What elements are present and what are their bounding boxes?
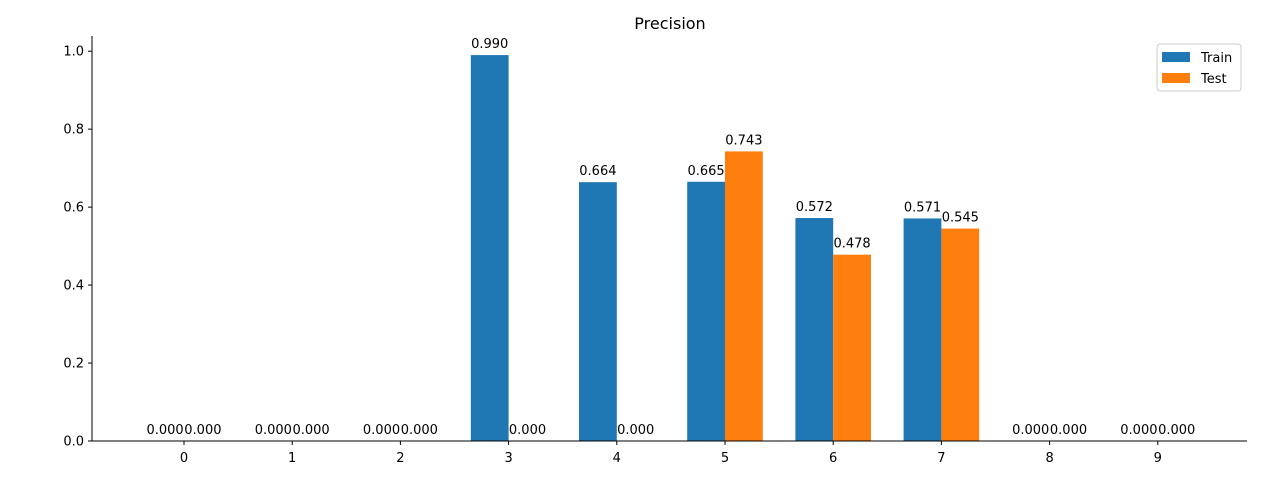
data-label-train-5: 0.665 (687, 164, 724, 179)
data-label-train-0: 0.000 (146, 423, 183, 438)
data-label-train-2: 0.000 (363, 423, 400, 438)
y-tick-label: 0.4 (63, 279, 84, 294)
data-label-train-1: 0.000 (255, 423, 292, 438)
axes-layer: 0.0 0.2 0.4 0.6 0.8 1.0 0 1 2 3 4 5 6 7 8 9 (63, 36, 1247, 466)
data-label-train-9: 0.000 (1120, 423, 1157, 438)
data-label-test-1: 0.000 (292, 423, 329, 438)
legend-swatch-train (1162, 52, 1190, 62)
data-label-test-8: 0.000 (1050, 423, 1087, 438)
data-label-train-6: 0.572 (796, 200, 833, 215)
x-tick-label: 7 (937, 451, 945, 466)
x-tick-label: 1 (288, 451, 296, 466)
data-label-test-9: 0.000 (1158, 423, 1195, 438)
y-tick-label: 0.6 (63, 201, 84, 216)
y-tick-label: 0.0 (63, 435, 84, 450)
bar-train-3 (470, 55, 509, 441)
x-tick-label: 5 (721, 451, 729, 466)
data-label-train-4: 0.664 (579, 164, 616, 179)
data-label-train-8: 0.000 (1012, 423, 1049, 438)
data-label-train-3: 0.990 (471, 37, 508, 52)
data-label-train-7: 0.571 (904, 200, 941, 215)
bar-train-7 (903, 218, 942, 441)
data-label-test-0: 0.000 (184, 423, 221, 438)
legend-label-train: Train (1200, 51, 1232, 66)
y-tick-label: 0.8 (63, 123, 84, 138)
data-label-test-4: 0.000 (617, 423, 654, 438)
x-tick-label: 6 (829, 451, 837, 466)
x-tick-label: 0 (180, 451, 188, 466)
y-tick-label: 0.2 (63, 357, 84, 372)
legend-swatch-test (1162, 73, 1190, 83)
bar-test-7 (941, 228, 980, 441)
y-tick-label: 1.0 (63, 45, 84, 60)
legend-label-test: Test (1200, 72, 1227, 87)
chart-title: Precision (634, 14, 705, 33)
x-tick-label: 9 (1154, 451, 1162, 466)
data-label-test-3: 0.000 (509, 423, 546, 438)
data-label-test-2: 0.000 (401, 423, 438, 438)
x-tick-label: 3 (504, 451, 512, 466)
legend: Train Test (1156, 43, 1242, 92)
bar-train-5 (687, 181, 725, 441)
x-tick-label: 4 (613, 451, 621, 466)
x-tick-label: 8 (1045, 451, 1053, 466)
data-label-test-7: 0.545 (942, 211, 979, 226)
bar-train-4 (579, 182, 617, 442)
bars-layer (470, 55, 980, 442)
bar-train-6 (795, 218, 834, 441)
bar-test-5 (725, 151, 763, 441)
bar-test-6 (833, 254, 871, 441)
x-tick-label: 2 (396, 451, 404, 466)
data-label-test-6: 0.478 (833, 237, 870, 252)
data-label-test-5: 0.743 (725, 133, 762, 148)
